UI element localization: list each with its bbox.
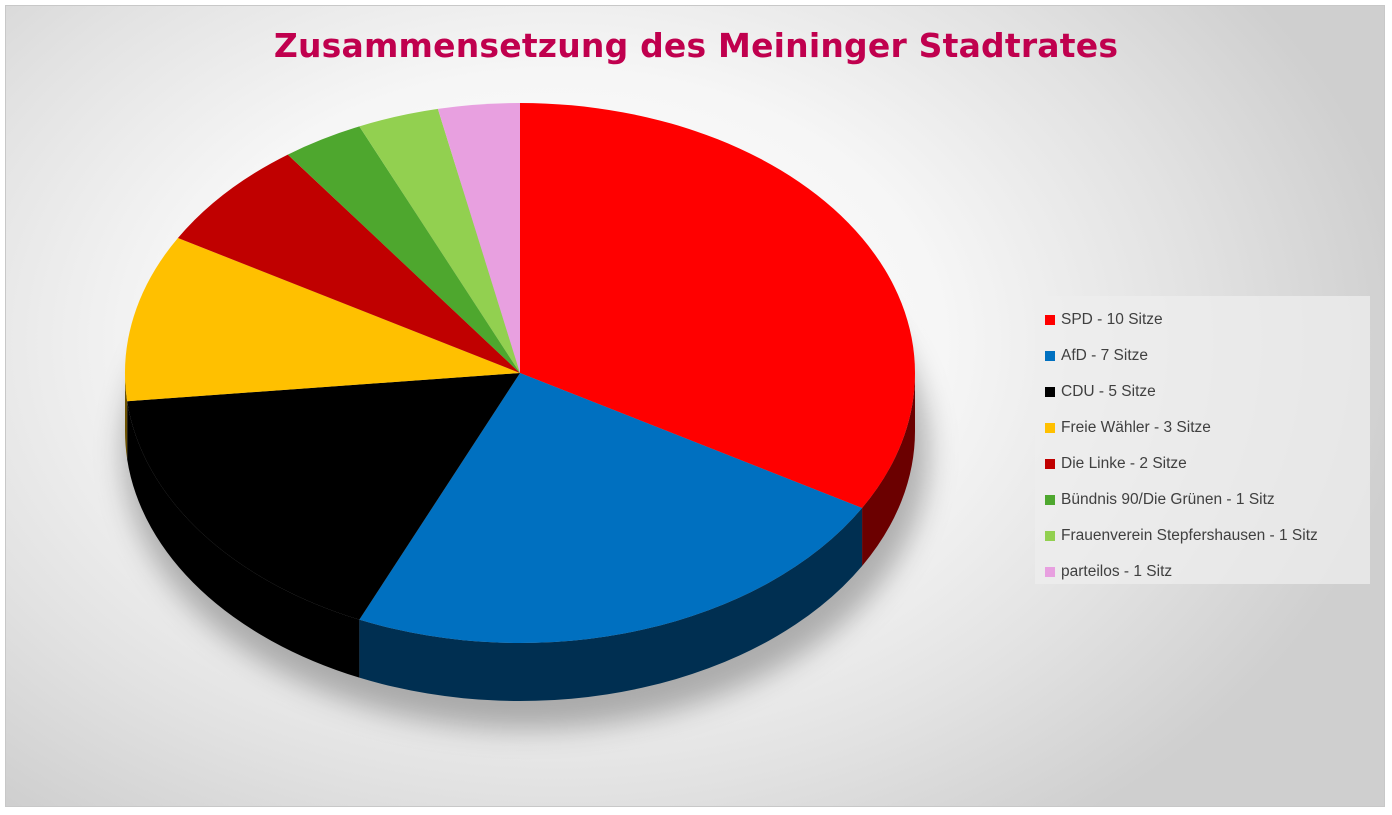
- legend-item: parteilos - 1 Sitz: [1045, 554, 1370, 590]
- legend-swatch: [1045, 459, 1055, 469]
- legend-label: Bündnis 90/Die Grünen - 1 Sitz: [1061, 491, 1275, 508]
- legend-label: Freie Wähler - 3 Sitze: [1061, 419, 1211, 436]
- legend-label: parteilos - 1 Sitz: [1061, 563, 1173, 580]
- legend-item: Freie Wähler - 3 Sitze: [1045, 410, 1370, 446]
- pie-slice-side-4: [125, 373, 128, 460]
- legend-swatch: [1045, 387, 1055, 397]
- legend-swatch: [1045, 567, 1055, 577]
- pie-slice-6[interactable]: [287, 126, 520, 373]
- legend-label: Die Linke - 2 Sitze: [1061, 455, 1187, 472]
- pie-slice-8[interactable]: [437, 103, 520, 373]
- legend: SPD - 10 Sitze AfD - 7 Sitze CDU - 5 Sitze…: [1035, 296, 1370, 584]
- pie-slice-5[interactable]: [177, 154, 520, 373]
- legend-swatch: [1045, 351, 1055, 361]
- legend-item: Die Linke - 2 Sitze: [1045, 446, 1370, 482]
- pie-chart: [123, 103, 929, 729]
- legend-item: Bündnis 90/Die Grünen - 1 Sitz: [1045, 482, 1370, 518]
- legend-item: SPD - 10 Sitze: [1045, 302, 1370, 338]
- legend-swatch: [1045, 315, 1055, 325]
- chart-area: Zusammensetzung des Meininger Stadtrates…: [5, 5, 1385, 807]
- legend-label: Frauenverein Stepfershausen - 1 Sitz: [1061, 527, 1318, 544]
- legend-label: CDU - 5 Sitze: [1061, 383, 1156, 400]
- pie-slice-side-3: [127, 401, 360, 678]
- legend-label: AfD - 7 Sitze: [1061, 347, 1148, 364]
- legend-swatch: [1045, 423, 1055, 433]
- legend-item: Frauenverein Stepfershausen - 1 Sitz: [1045, 518, 1370, 554]
- legend-label: SPD - 10 Sitze: [1061, 311, 1163, 328]
- pie-slice-3[interactable]: [127, 373, 520, 620]
- pie-slice-2[interactable]: [359, 373, 863, 643]
- pie-slice-7[interactable]: [359, 108, 520, 373]
- pie-slice-side-1: [862, 373, 915, 566]
- chart-title: Zusammensetzung des Meininger Stadtrates: [273, 26, 1119, 65]
- pie-slice-1[interactable]: [520, 103, 915, 508]
- legend-swatch: [1045, 495, 1055, 505]
- legend-swatch: [1045, 531, 1055, 541]
- legend-item: AfD - 7 Sitze: [1045, 338, 1370, 374]
- pie-slice-side-2: [359, 508, 863, 701]
- pie-slice-4[interactable]: [125, 238, 521, 402]
- legend-item: CDU - 5 Sitze: [1045, 374, 1370, 410]
